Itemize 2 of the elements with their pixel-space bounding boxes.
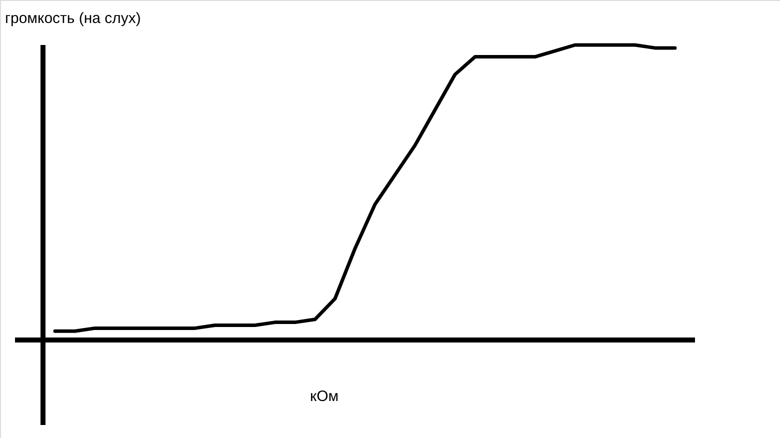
- y-axis-title: громкость (на слух): [5, 10, 141, 27]
- x-axis-title: кОм: [310, 388, 339, 405]
